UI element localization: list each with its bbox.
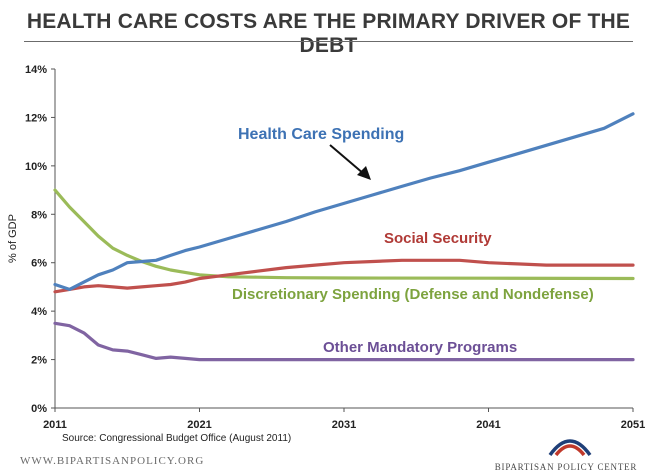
x-tick-label: 2051 <box>621 419 645 431</box>
y-tick-label: 10% <box>25 161 47 173</box>
pointer-arrow-head-icon <box>357 166 371 180</box>
series-line-social-security <box>53 258 635 294</box>
y-tick-label: 6% <box>31 258 47 270</box>
x-tick-label: 2021 <box>187 419 211 431</box>
series-line-health-care-spending <box>53 112 635 291</box>
organization-name: BIPARTISAN POLICY CENTER <box>494 462 638 472</box>
y-tick-label: 2% <box>31 355 47 367</box>
y-tick-label: 4% <box>31 306 47 318</box>
annotation-label-social-security: Social Security <box>384 230 492 247</box>
y-axis-label: % of GDP <box>7 214 19 263</box>
series-line-discretionary-spending-defense-and-nondefense <box>53 188 635 281</box>
bipartisan-policy-center-logo-icon <box>548 439 592 457</box>
x-tick-label: 2041 <box>476 419 500 431</box>
y-tick-label: 0% <box>31 403 47 415</box>
y-tick-label: 8% <box>31 209 47 221</box>
x-tick-label: 2011 <box>43 419 67 431</box>
annotation-label-discretionary-spending-defense-and-nondefense: Discretionary Spending (Defense and Nond… <box>232 286 594 303</box>
annotation-label-health-care-spending: Health Care Spending <box>238 126 404 143</box>
annotation-label-other-mandatory-programs: Other Mandatory Programs <box>323 339 517 356</box>
x-tick-label: 2031 <box>332 419 356 431</box>
y-tick-label: 14% <box>25 64 47 76</box>
y-tick-label: 12% <box>25 112 47 124</box>
pointer-arrow-shaft <box>329 144 365 175</box>
website-url[interactable]: WWW.BIPARTISANPOLICY.ORG <box>20 455 205 467</box>
source-note: Source: Congressional Budget Office (Aug… <box>62 433 292 444</box>
series-line-other-mandatory-programs <box>53 321 635 362</box>
title-divider <box>24 41 633 42</box>
chart-title: HEALTH CARE COSTS ARE THE PRIMARY DRIVER… <box>26 10 631 57</box>
